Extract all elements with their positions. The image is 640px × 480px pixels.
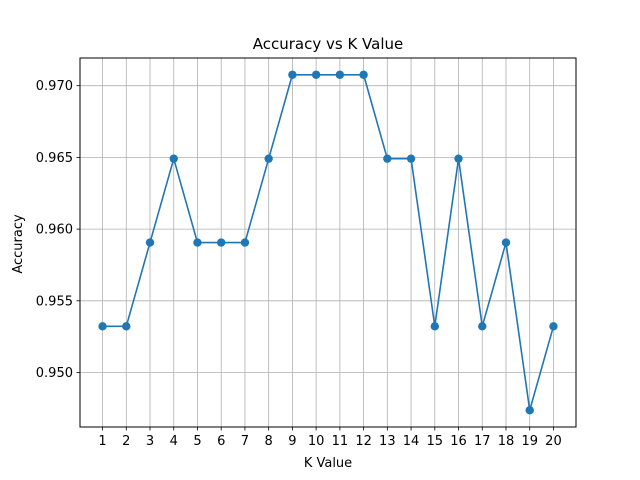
data-point [311,70,321,79]
x-tick-label: 2 [122,434,130,449]
x-tick-label: 15 [427,434,444,449]
x-tick-label: 13 [379,434,396,449]
x-tick-label: 1 [98,434,106,449]
x-tick-label: 5 [193,434,201,449]
data-point [359,70,368,79]
x-tick-label: 12 [355,434,372,449]
data-point [478,322,487,331]
y-tick-label: 0.955 [36,294,73,309]
x-tick-label: 11 [332,434,349,449]
y-tick-label: 0.950 [36,366,73,381]
y-tick-label: 0.960 [36,223,73,238]
x-tick-label: 14 [403,434,420,449]
data-point [383,154,392,163]
x-tick-label: 16 [450,434,467,449]
data-point [98,322,107,331]
plot-area [79,57,577,428]
x-axis-label: K Value [304,456,352,471]
data-point [501,238,511,247]
x-tick-label: 7 [241,434,249,449]
axis-ticks: 1 2 3 4 5 6 7 8 9 10 11 12 13 14 15 16 17 18 19 200.9500.95… [36,79,562,449]
data-point [240,238,250,247]
x-tick-label: 3 [146,434,154,449]
data-point [288,70,297,79]
x-tick-label: 9 [288,434,296,449]
chart-title: Accuracy vs K Value [253,35,404,53]
data-point [217,238,226,247]
data-point [454,154,463,163]
plot-frame [79,57,577,428]
data-point [145,238,155,247]
x-tick-label: 20 [545,434,562,449]
data-point [430,322,439,331]
data-point [549,322,558,331]
x-tick-label: 8 [265,434,273,449]
x-tick-label: 10 [308,434,325,449]
data-point [193,238,202,247]
y-tick-label: 0.965 [36,151,73,166]
y-tick-label: 0.970 [36,79,73,94]
data-point [122,322,131,331]
series-line [102,73,555,412]
data-point [169,154,178,163]
x-tick-label: 4 [170,434,178,449]
y-axis-label: Accuracy [11,214,26,274]
data-point [264,154,273,163]
data-point [335,70,345,79]
x-tick-label: 18 [498,434,515,449]
data-series [98,70,558,415]
data-point [525,406,534,415]
grid-lines [80,58,576,427]
x-tick-label: 19 [521,434,538,449]
x-tick-label: 6 [217,434,225,449]
x-tick-label: 17 [474,434,491,449]
data-point [406,154,416,163]
